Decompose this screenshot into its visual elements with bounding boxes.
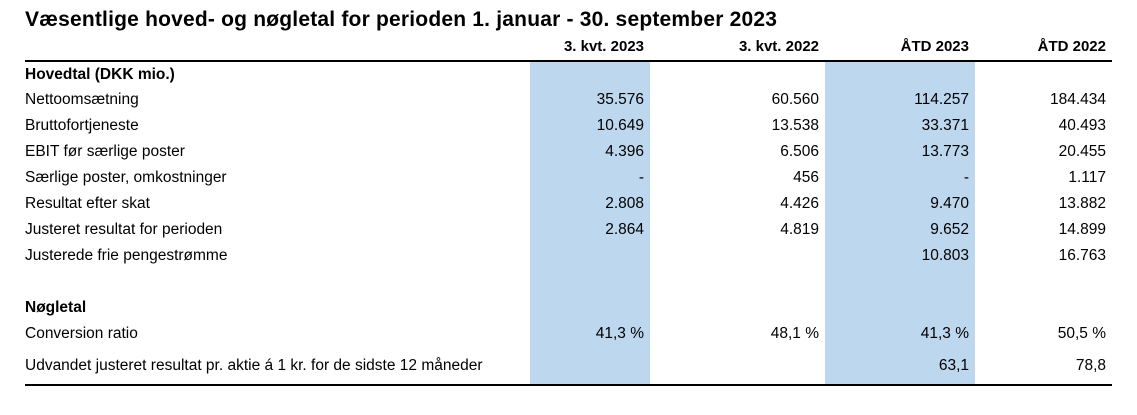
cell: 1.117: [1068, 169, 1106, 186]
cell: 63,1: [825, 347, 975, 386]
cell: 4.396: [530, 139, 650, 165]
cell: -: [530, 165, 650, 191]
cell: [650, 295, 825, 321]
cell: [975, 269, 1112, 295]
cell: 9.470: [825, 191, 975, 217]
col-header-ytd-2023: ÅTD 2023: [825, 38, 975, 62]
cell: 41,3 %: [530, 321, 650, 347]
financial-table: 3. kvt. 2023 3. kvt. 2022 ÅTD 2023 ÅTD 2…: [25, 38, 1112, 386]
table-row: Conversion ratio 41,3 % 48,1 % 41,3 % 50…: [25, 321, 1112, 347]
cell: 40.493: [1058, 117, 1106, 134]
cell: [530, 243, 650, 269]
table-row: Udvandet justeret resultat pr. aktie á 1…: [25, 347, 1112, 386]
cell: 4.426: [780, 195, 819, 212]
cell: [650, 61, 825, 87]
cell: -: [825, 165, 975, 191]
corner-cell: [25, 38, 530, 62]
col-header-q3-2023: 3. kvt. 2023: [530, 38, 650, 62]
cell: 16.763: [1058, 247, 1106, 264]
page-title: Væsentlige hoved- og nøgletal for period…: [25, 8, 778, 31]
cell: 33.371: [825, 113, 975, 139]
cell: [825, 269, 975, 295]
cell: [650, 347, 825, 386]
cell: 184.434: [1049, 91, 1106, 108]
table-header-row: 3. kvt. 2023 3. kvt. 2022 ÅTD 2023 ÅTD 2…: [25, 38, 1112, 62]
table-row: Resultat efter skat 2.808 4.426 9.470 13…: [25, 191, 1112, 217]
cell: [530, 347, 650, 386]
cell: 9.652: [825, 217, 975, 243]
cell: [530, 295, 650, 321]
row-label: Nettoomsætning: [25, 91, 139, 108]
row-label: [25, 269, 530, 295]
table-row: Nettoomsætning 35.576 60.560 114.257 184…: [25, 87, 1112, 113]
cell: 456: [793, 169, 819, 186]
table-row: [25, 269, 1112, 295]
row-label: Resultat efter skat: [25, 195, 150, 212]
cell: 20.455: [1058, 143, 1106, 160]
cell: 4.819: [780, 221, 819, 238]
row-label: Udvandet justeret resultat pr. aktie á 1…: [25, 347, 530, 386]
col-header-ytd-2022: ÅTD 2022: [975, 38, 1112, 62]
cell: [530, 269, 650, 295]
cell: 41,3 %: [825, 321, 975, 347]
cell: 10.649: [530, 113, 650, 139]
cell: 48,1 %: [770, 325, 819, 342]
table-row: Bruttofortjeneste 10.649 13.538 33.371 4…: [25, 113, 1112, 139]
cell: 60.560: [771, 91, 819, 108]
cell: 10.803: [825, 243, 975, 269]
table-row: EBIT før særlige poster 4.396 6.506 13.7…: [25, 139, 1112, 165]
cell: 35.576: [530, 87, 650, 113]
cell: 13.882: [1058, 195, 1106, 212]
cell: 78,8: [975, 347, 1112, 386]
table-row: Særlige poster, omkostninger - 456 - 1.1…: [25, 165, 1112, 191]
table-row: Nøgletal: [25, 295, 1112, 321]
cell: 14.899: [1058, 221, 1106, 238]
row-label: Hovedtal (DKK mio.): [25, 65, 175, 83]
row-label: EBIT før særlige poster: [25, 143, 185, 160]
row-label: Conversion ratio: [25, 325, 138, 342]
cell: 13.538: [771, 117, 819, 134]
table-row: Justeret resultat for perioden 2.864 4.8…: [25, 217, 1112, 243]
cell: 2.808: [530, 191, 650, 217]
row-label: Nøgletal: [25, 299, 87, 316]
cell: [530, 61, 650, 87]
cell: 6.506: [780, 143, 819, 160]
row-label: Bruttofortjeneste: [25, 117, 139, 134]
cell: [650, 243, 825, 269]
col-header-q3-2022: 3. kvt. 2022: [650, 38, 825, 62]
row-label: Særlige poster, omkostninger: [25, 169, 227, 186]
cell: [975, 61, 1112, 87]
cell: [650, 269, 825, 295]
cell: [825, 295, 975, 321]
table-row: Justerede frie pengestrømme 10.803 16.76…: [25, 243, 1112, 269]
cell: 13.773: [825, 139, 975, 165]
cell: [825, 61, 975, 87]
cell: [975, 295, 1112, 321]
row-label: Justerede frie pengestrømme: [25, 247, 228, 264]
report-page: Væsentlige hoved- og nøgletal for period…: [25, 8, 1112, 386]
cell: 114.257: [825, 87, 975, 113]
table-row: Hovedtal (DKK mio.): [25, 61, 1112, 87]
row-label: Justeret resultat for perioden: [25, 221, 223, 238]
cell: 50,5 %: [1057, 325, 1106, 342]
cell: 2.864: [530, 217, 650, 243]
